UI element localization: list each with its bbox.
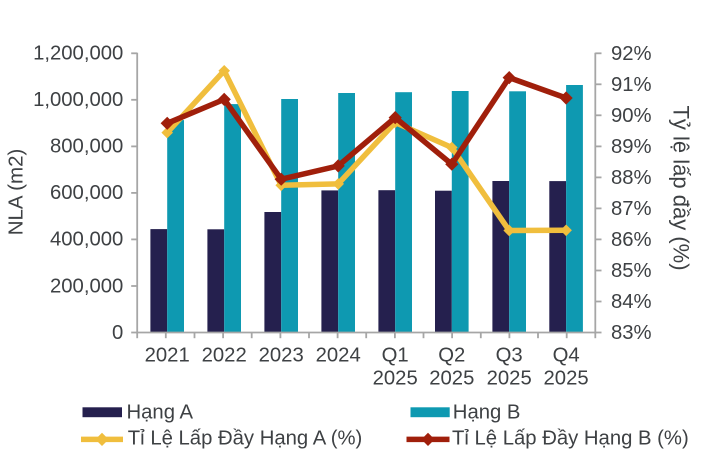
svg-text:Q3: Q3 [496,344,523,366]
svg-text:90%: 90% [611,105,652,127]
svg-text:NLA (m2): NLA (m2) [5,149,28,236]
svg-text:1,200,000: 1,200,000 [33,43,123,65]
svg-text:Tỷ lệ lấp đầy (%): Tỷ lệ lấp đầy (%) [669,105,694,270]
svg-text:2021: 2021 [145,344,190,366]
svg-text:89%: 89% [611,136,652,158]
svg-text:2025: 2025 [373,367,418,389]
svg-text:88%: 88% [611,167,652,189]
svg-text:Hạng A: Hạng A [127,401,194,423]
svg-text:Tỉ Lệ Lấp Đầy Hạng A (%): Tỉ Lệ Lấp Đầy Hạng A (%) [128,428,362,450]
svg-text:85%: 85% [611,260,652,282]
svg-text:83%: 83% [611,322,652,344]
svg-text:2023: 2023 [259,344,304,366]
svg-text:91%: 91% [611,74,652,96]
svg-text:92%: 92% [611,43,652,65]
svg-text:2024: 2024 [316,344,361,366]
svg-text:600,000: 600,000 [50,182,123,204]
svg-text:2025: 2025 [544,367,589,389]
svg-text:Tỉ Lệ Lấp Đầy Hạng B (%): Tỉ Lệ Lấp Đầy Hạng B (%) [452,428,689,450]
svg-text:87%: 87% [611,198,652,220]
svg-text:Q2: Q2 [438,344,465,366]
svg-text:800,000: 800,000 [50,136,123,158]
svg-text:400,000: 400,000 [50,229,123,251]
svg-text:Hạng B: Hạng B [453,401,521,423]
svg-text:Q1: Q1 [382,344,409,366]
svg-text:Q4: Q4 [553,344,580,366]
svg-text:84%: 84% [611,291,652,313]
svg-text:2025: 2025 [487,367,532,389]
svg-text:2025: 2025 [429,367,474,389]
svg-text:86%: 86% [611,229,652,251]
svg-text:0: 0 [112,322,123,344]
svg-text:200,000: 200,000 [50,275,123,297]
svg-text:2022: 2022 [202,344,247,366]
svg-text:1,000,000: 1,000,000 [33,89,123,111]
